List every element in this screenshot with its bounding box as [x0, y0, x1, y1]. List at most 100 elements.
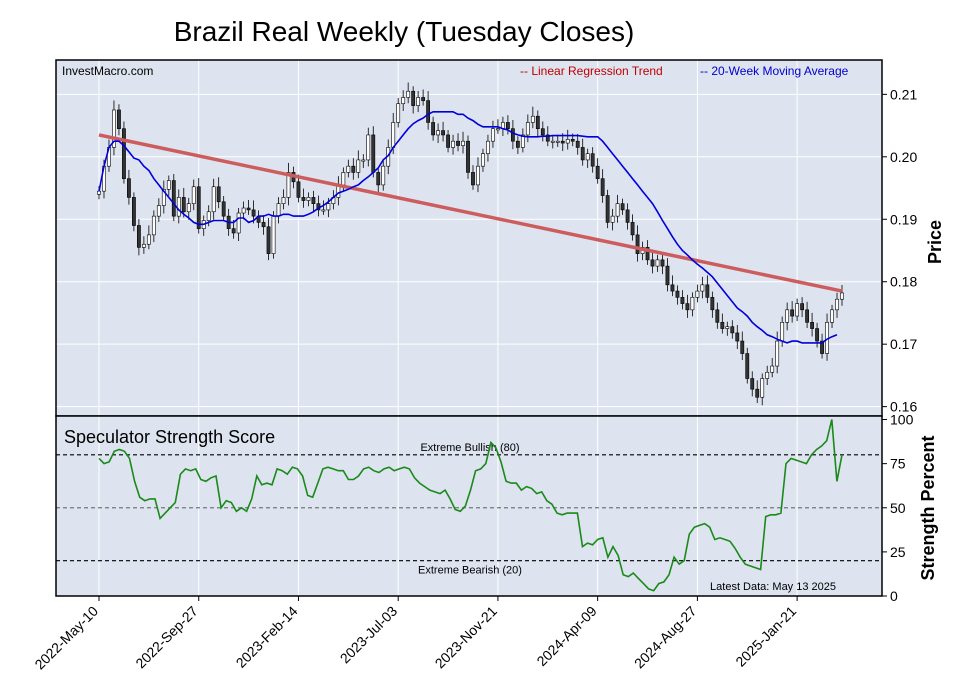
price-candle	[141, 236, 146, 254]
candle-body	[441, 130, 445, 136]
candle-body	[461, 140, 465, 146]
candle-body	[565, 139, 570, 144]
candle-body	[760, 378, 765, 398]
price-candle	[690, 292, 695, 317]
candle-body	[306, 197, 311, 201]
candle-body	[231, 228, 236, 234]
latest-data-annotation: Latest Data: May 13 2025	[710, 581, 836, 593]
x-tick-label: 2022-Sep-27	[132, 603, 201, 672]
candle-body	[625, 209, 630, 223]
price-candle	[530, 106, 535, 129]
candle-body	[286, 172, 291, 198]
price-candle	[680, 290, 685, 310]
price-candle	[785, 302, 790, 331]
price-candle	[396, 97, 401, 128]
candle-body	[615, 203, 620, 217]
price-candle	[605, 189, 610, 229]
price-candle	[112, 100, 116, 156]
strength-threshold-lines: Extreme Bullish (80) 50 Extreme Bearish (2…	[56, 442, 906, 577]
candle-body	[161, 188, 166, 206]
candle-body	[401, 97, 406, 105]
price-candle	[660, 253, 665, 275]
strength-panel-frame	[55, 415, 883, 597]
candle-body	[321, 209, 326, 212]
price-candle	[127, 169, 131, 205]
x-tick-label: 2023-Jul-03	[337, 603, 401, 667]
candle-body	[835, 298, 839, 311]
candle-body	[525, 122, 530, 136]
x-tick-label: 2022-May-10	[31, 603, 101, 673]
price-candle	[565, 129, 570, 150]
candle-body	[680, 297, 685, 304]
price-candle	[156, 198, 161, 222]
candle-body	[685, 303, 690, 311]
candle-body	[545, 134, 550, 142]
candle-body	[251, 209, 256, 217]
price-candle	[351, 158, 356, 180]
price-candle	[421, 89, 426, 106]
candle-body	[261, 222, 266, 228]
price-candle	[281, 189, 286, 210]
candle-body	[775, 340, 780, 367]
price-candle	[715, 302, 720, 329]
price-tick-label: 0.16	[890, 399, 917, 415]
x-tick-label: 2023-Nov-21	[432, 603, 501, 672]
price-candle	[476, 157, 480, 193]
price-candle	[615, 194, 620, 223]
price-candle	[136, 219, 141, 256]
candle-body	[406, 90, 411, 98]
price-candle	[655, 254, 660, 272]
price-candle	[376, 167, 381, 193]
candle-body	[505, 122, 510, 130]
candle-body	[555, 140, 560, 143]
candle-body	[246, 207, 251, 211]
candle-body	[436, 130, 440, 136]
candle-body	[670, 284, 675, 292]
candle-body	[715, 309, 720, 323]
candle-body	[755, 388, 760, 398]
candle-body	[97, 190, 101, 195]
regression-line	[98, 133, 843, 293]
price-candle	[221, 196, 226, 222]
candle-body	[456, 140, 460, 146]
site-label: InvestMacro.com	[62, 64, 153, 78]
price-candle	[132, 192, 136, 232]
price-tick-label: 0.17	[890, 336, 917, 352]
candle-body	[700, 284, 705, 292]
price-candle	[580, 138, 585, 166]
candle-body	[595, 165, 600, 179]
candle-body	[281, 197, 286, 204]
candle-body	[181, 197, 186, 213]
legend-moving-average: -- 20-Week Moving Average	[700, 64, 849, 78]
price-candle	[650, 251, 655, 274]
candle-body	[535, 115, 540, 130]
candle-body	[176, 197, 181, 217]
price-candle	[835, 292, 839, 318]
price-axis-label: Price	[925, 220, 945, 264]
candle-body	[166, 180, 171, 190]
price-candle	[705, 275, 710, 304]
candle-body	[171, 180, 176, 217]
strength-series	[98, 419, 843, 592]
price-candle	[166, 175, 171, 196]
price-candle	[800, 297, 805, 318]
price-candle	[186, 197, 191, 220]
price-candle	[301, 188, 306, 208]
candle-body	[620, 203, 625, 211]
price-candle	[416, 90, 421, 113]
candle-body	[840, 292, 844, 300]
price-candle	[446, 129, 450, 153]
candle-body	[710, 297, 715, 311]
candle-body	[446, 134, 450, 148]
candle-body	[650, 259, 655, 267]
strength-polyline	[98, 419, 843, 592]
candle-body	[765, 371, 770, 379]
strength-tick-label: 75	[890, 456, 906, 472]
candle-body	[795, 303, 800, 317]
strength-panel-background	[56, 416, 882, 596]
price-tick-label: 0.21	[890, 86, 917, 102]
candle-body	[136, 225, 141, 248]
candle-body	[610, 215, 615, 223]
candle-body	[411, 90, 416, 106]
candle-body	[371, 134, 376, 173]
